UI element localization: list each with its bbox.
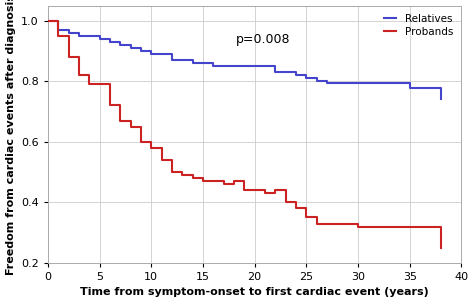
Text: p=0.008: p=0.008 bbox=[236, 32, 290, 45]
Y-axis label: Freedom from cardiac events after diagnosis: Freedom from cardiac events after diagno… bbox=[6, 0, 16, 275]
X-axis label: Time from symptom-onset to first cardiac event (years): Time from symptom-onset to first cardiac… bbox=[80, 288, 429, 298]
Legend: Relatives, Probands: Relatives, Probands bbox=[381, 11, 456, 40]
